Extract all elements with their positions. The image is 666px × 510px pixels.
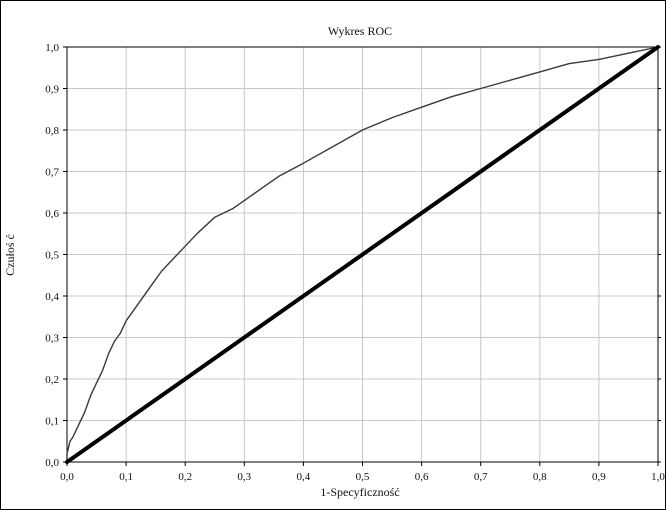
x-tick-label: 0,7 bbox=[474, 471, 488, 483]
x-tick-label: 0,4 bbox=[297, 471, 311, 483]
x-tick-label: 0,6 bbox=[415, 471, 429, 483]
y-tick-label: 0,5 bbox=[45, 250, 59, 262]
y-tick-label: 0,6 bbox=[45, 208, 59, 220]
x-axis-label: 1-Specyficzność bbox=[320, 485, 399, 499]
reference-diagonal-line bbox=[65, 45, 660, 464]
y-tick-label: 1,0 bbox=[45, 42, 59, 54]
axis-ticks: 0,0 0,1 0,2 0,3 0,4 0,5 0,6 0,7 0,8 0,9 1,0 0,0 0,1 0… bbox=[45, 42, 665, 483]
y-tick-label: 0,3 bbox=[45, 333, 59, 345]
y-tick-label: 0,4 bbox=[45, 291, 59, 303]
roc-curve-line bbox=[66, 46, 659, 463]
y-tick-label: 0,0 bbox=[45, 457, 59, 469]
x-tick-label: 0,2 bbox=[178, 471, 192, 483]
y-axis-label: Czułoś ć bbox=[3, 234, 17, 276]
y-tick-label: 0,8 bbox=[45, 125, 59, 137]
x-tick-label: 0,0 bbox=[60, 471, 74, 483]
x-tick-label: 1,0 bbox=[651, 471, 665, 483]
y-tick-label: 0,9 bbox=[45, 84, 59, 96]
grid bbox=[67, 47, 658, 462]
y-tick-label: 0,7 bbox=[45, 167, 59, 179]
series-layer bbox=[65, 45, 660, 464]
x-tick-label: 0,9 bbox=[592, 471, 606, 483]
chart-title: Wykres ROC bbox=[328, 24, 392, 38]
x-tick-label: 0,5 bbox=[356, 471, 370, 483]
x-tick-label: 0,1 bbox=[119, 471, 133, 483]
x-tick-label: 0,8 bbox=[533, 471, 547, 483]
y-tick-label: 0,1 bbox=[45, 416, 59, 428]
x-tick-label: 0,3 bbox=[237, 471, 251, 483]
y-tick-label: 0,2 bbox=[45, 374, 59, 386]
